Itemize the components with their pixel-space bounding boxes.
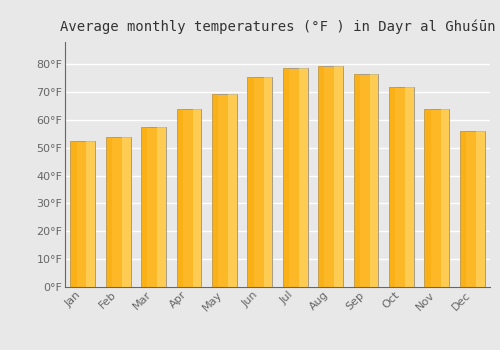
Bar — [122, 136, 130, 287]
Title: Average monthly temperatures (°F ) in Dayr al Ghuśūn: Average monthly temperatures (°F ) in Da… — [60, 19, 495, 34]
Bar — [106, 136, 130, 287]
Bar — [228, 93, 237, 287]
Bar — [405, 86, 414, 287]
Bar — [106, 136, 112, 287]
Bar — [212, 93, 237, 287]
Bar — [334, 66, 343, 287]
Bar — [424, 109, 450, 287]
Bar — [70, 141, 76, 287]
Bar — [318, 66, 343, 287]
Bar — [318, 66, 324, 287]
Bar — [354, 74, 378, 287]
Bar — [476, 131, 484, 287]
Bar — [299, 69, 308, 287]
Bar — [460, 131, 466, 287]
Bar — [283, 69, 308, 287]
Bar — [460, 131, 484, 287]
Bar — [158, 127, 166, 287]
Bar — [141, 127, 148, 287]
Bar — [370, 74, 378, 287]
Bar — [176, 109, 202, 287]
Bar — [283, 69, 289, 287]
Bar — [86, 141, 95, 287]
Bar — [354, 74, 360, 287]
Bar — [248, 77, 254, 287]
Bar — [389, 86, 414, 287]
Bar — [212, 93, 218, 287]
Bar — [70, 141, 95, 287]
Bar — [141, 127, 166, 287]
Bar — [192, 109, 202, 287]
Bar — [264, 77, 272, 287]
Bar — [424, 109, 430, 287]
Bar — [389, 86, 396, 287]
Bar — [248, 77, 272, 287]
Bar — [440, 109, 450, 287]
Bar — [176, 109, 183, 287]
